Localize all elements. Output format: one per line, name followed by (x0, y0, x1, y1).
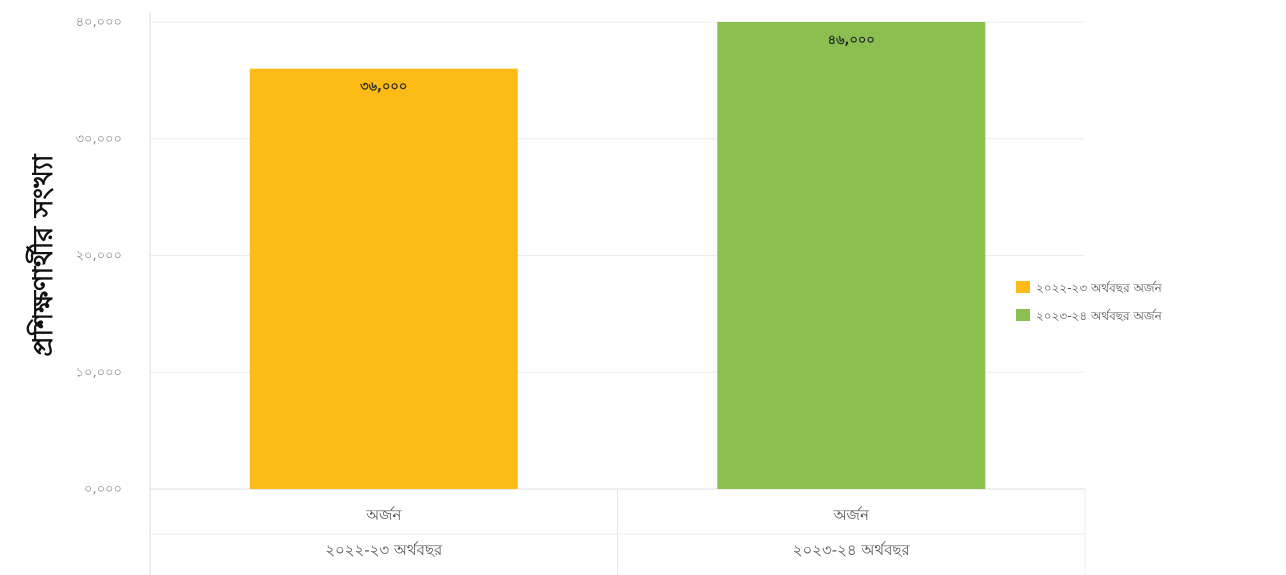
bar-data-label: ৪৬,০০০ (828, 33, 875, 48)
y-tick-label: ২০,০০০ (76, 249, 122, 264)
legend-swatch (1016, 309, 1030, 321)
bars: ৩৬,০০০ ৪৬,০০০ (249, 22, 986, 489)
bar (249, 68, 518, 489)
x-group-label: ২০২৩-২৪ অর্থবছর (793, 541, 911, 559)
legend-label: ২০২২-২৩ অর্থবছর অর্জন (1036, 281, 1163, 295)
x-category-label: অর্জন (365, 506, 402, 524)
y-tick-label: ৪০,০০০ (76, 15, 122, 30)
y-tick-label: ৩০,০০০ (76, 132, 122, 147)
bar (717, 22, 986, 489)
bar-data-label: ৩৬,০০০ (360, 80, 407, 95)
y-tick-label: ১০,০০০ (76, 365, 122, 380)
y-tick-label: ০,০০০ (84, 482, 122, 497)
x-category-label: অর্জন (833, 506, 870, 524)
legend-label: ২০২৩-২৪ অর্থবছর অর্জন (1036, 309, 1163, 323)
y-axis-ticks: ০,০০০ ১০,০০০ ২০,০০০ ৩০,০০০ ৪০,০০০ (76, 15, 122, 497)
legend-swatch (1016, 281, 1030, 293)
y-axis-title: প্রশিক্ষণার্থীর সংখ্যা (25, 153, 59, 356)
legend: ২০২২-২৩ অর্থবছর অর্জন ২০২৩-২৪ অর্থবছর অর্… (1016, 281, 1163, 323)
x-axis-categories: অর্জন ২০২২-২৩ অর্থবছর অর্জন ২০২৩-২৪ অর্থবছর (150, 489, 1086, 575)
x-group-label: ২০২২-২৩ অর্থবছর (325, 541, 443, 559)
